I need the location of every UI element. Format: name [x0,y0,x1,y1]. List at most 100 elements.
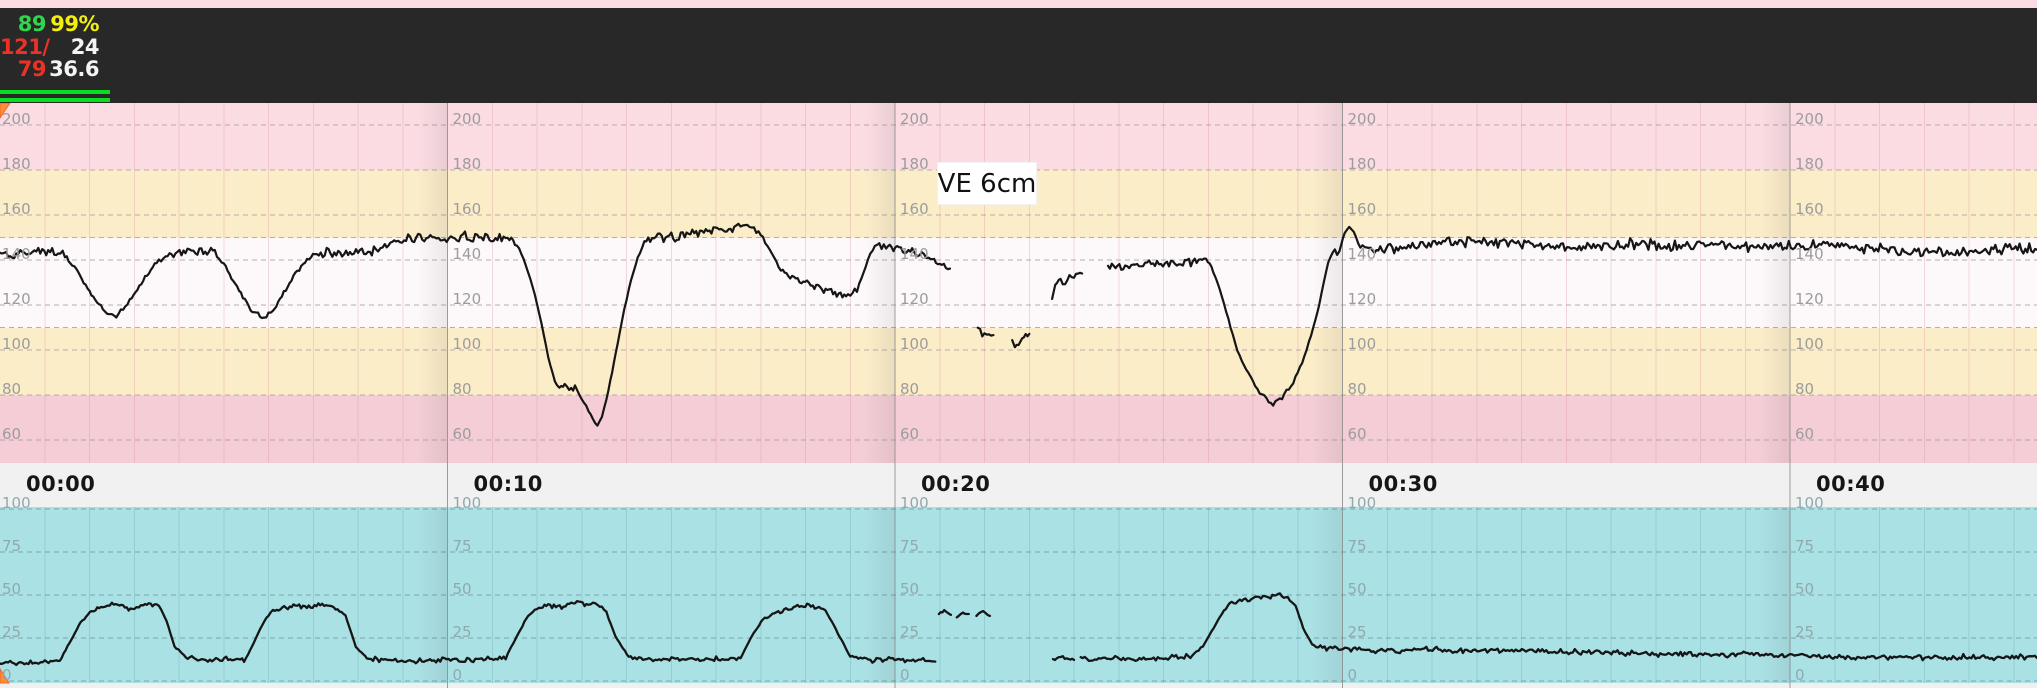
nibp-diastolic-value: 79 [17,57,47,81]
toco-tick-label-75: 75 [2,537,21,555]
annotation-label: VE 6cm [937,168,1037,199]
segment-shadow [417,103,448,463]
toco-tick-label-100: 100 [900,494,929,512]
toco-tick-label-50: 50 [2,580,21,598]
fhr-tick-label-200: 200 [453,110,482,128]
fhr-tick-label-140: 140 [1795,245,1824,263]
fhr-tick-label-80: 80 [1795,380,1814,398]
toco-tick-label-25: 25 [1348,623,1367,641]
toco-tick-label-50: 50 [900,580,919,598]
toco-trace [0,592,2037,667]
fhr-tick-label-200: 200 [900,110,929,128]
toco-tick-label-75: 75 [453,537,472,555]
toco-tick-label-75: 75 [1795,537,1814,555]
annotation-ve[interactable]: VE 6cm [937,162,1037,205]
toco-tick-label-0: 0 [2,666,12,684]
fhr-tick-label-140: 140 [900,245,929,263]
segment-shadow [1312,103,1343,463]
fhr-tick-label-120: 120 [2,290,31,308]
fhr-tick-label-180: 180 [1348,155,1377,173]
vitals-panel[interactable]: 89 99% 121/ 24 79 36.6 [0,8,2037,103]
vitals-grid: 89 99% 121/ 24 79 36.6 [0,12,100,81]
fhr-tick-label-60: 60 [1795,425,1814,443]
fhr-trace [0,222,2037,427]
nibp-systolic-value: 121/ [0,34,50,59]
vitals-row-1: 89 99% [0,12,100,36]
time-label-00-40: 00:40 [1816,472,1886,496]
toco-tick-label-75: 75 [1348,537,1367,555]
event-flag-top-icon[interactable] [0,102,11,119]
fhr-tick-label-160: 160 [1795,200,1824,218]
segment-shadow [865,103,895,463]
event-flag-bottom-icon[interactable] [0,668,10,684]
toco-tick-label-0: 0 [453,666,463,684]
fhr-tick-label-100: 100 [2,335,31,353]
fhr-tick-label-80: 80 [1348,380,1367,398]
fhr-tick-label-60: 60 [1348,425,1367,443]
toco-tick-label-25: 25 [1795,623,1814,641]
fhr-tick-label-100: 100 [1348,335,1377,353]
fhr-tick-label-60: 60 [453,425,472,443]
fhr-tick-label-140: 140 [453,245,482,263]
time-label-00-30: 00:30 [1368,472,1438,496]
toco-tick-label-50: 50 [453,580,472,598]
fhr-tick-label-160: 160 [2,200,31,218]
fhr-tick-label-140: 140 [2,245,31,263]
spo2-value: 99% [50,12,99,36]
toco-tick-label-25: 25 [2,623,21,641]
segment-shadow [1760,103,1790,463]
temperature-value: 36.6 [49,57,99,81]
toco-tick-label-100: 100 [1348,494,1377,512]
toco-tick-label-100: 100 [2,494,31,512]
fhr-tick-label-160: 160 [1348,200,1377,218]
toco-tick-label-75: 75 [900,537,919,555]
toco-tick-label-50: 50 [1795,580,1814,598]
fhr-tick-label-60: 60 [900,425,919,443]
resp-rate-value: 24 [70,34,100,59]
trend-bar [0,90,110,94]
vitals-row-3: 79 36.6 [0,57,100,81]
pulse-value: 89 [17,12,47,36]
time-label-00-20: 00:20 [921,472,991,496]
toco-tick-label-25: 25 [900,623,919,641]
bottom-strip [0,683,2037,688]
fhr-tick-label-120: 120 [900,290,929,308]
fhr-tick-label-80: 80 [900,380,919,398]
fhr-tick-label-140: 140 [1348,245,1377,263]
time-label-00-00: 00:00 [26,472,96,496]
toco-tick-label-0: 0 [900,666,910,684]
time-label-00-10: 00:10 [473,472,543,496]
fhr-tick-label-160: 160 [453,200,482,218]
fhr-tick-label-120: 120 [1795,290,1824,308]
toco-tick-label-50: 50 [1348,580,1367,598]
fhr-tick-label-80: 80 [453,380,472,398]
fhr-tick-label-180: 180 [2,155,31,173]
fhr-tick-label-180: 180 [900,155,929,173]
toco-tick-label-25: 25 [453,623,472,641]
fhr-band-80-110 [0,327,2037,395]
segment-shadow [1312,507,1343,683]
fhr-tick-label-120: 120 [453,290,482,308]
fhr-tick-label-160: 160 [900,200,929,218]
fhr-tick-label-60: 60 [2,425,21,443]
fhr-tick-label-80: 80 [2,380,21,398]
vitals-row-2: 121/ 24 [0,34,100,59]
toco-tick-label-0: 0 [1348,666,1358,684]
fhr-tick-label-200: 200 [1348,110,1377,128]
fhr-tick-label-180: 180 [453,155,482,173]
segment-shadow [417,507,448,683]
fhr-tick-label-200: 200 [1795,110,1824,128]
fhr-tick-label-100: 100 [453,335,482,353]
fhr-tick-label-120: 120 [1348,290,1377,308]
fhr-tick-label-180: 180 [1795,155,1824,173]
fhr-band-49-80 [0,395,2037,463]
fhr-tick-label-200: 200 [2,110,31,128]
trend-bar [0,97,110,102]
toco-tick-label-100: 100 [1795,494,1824,512]
toco-tick-label-0: 0 [1795,666,1805,684]
segment-shadow [865,507,895,683]
fhr-tick-label-100: 100 [900,335,929,353]
time-axis: 00:00 00:10 00:20 00:30 00:40 [0,463,2037,507]
